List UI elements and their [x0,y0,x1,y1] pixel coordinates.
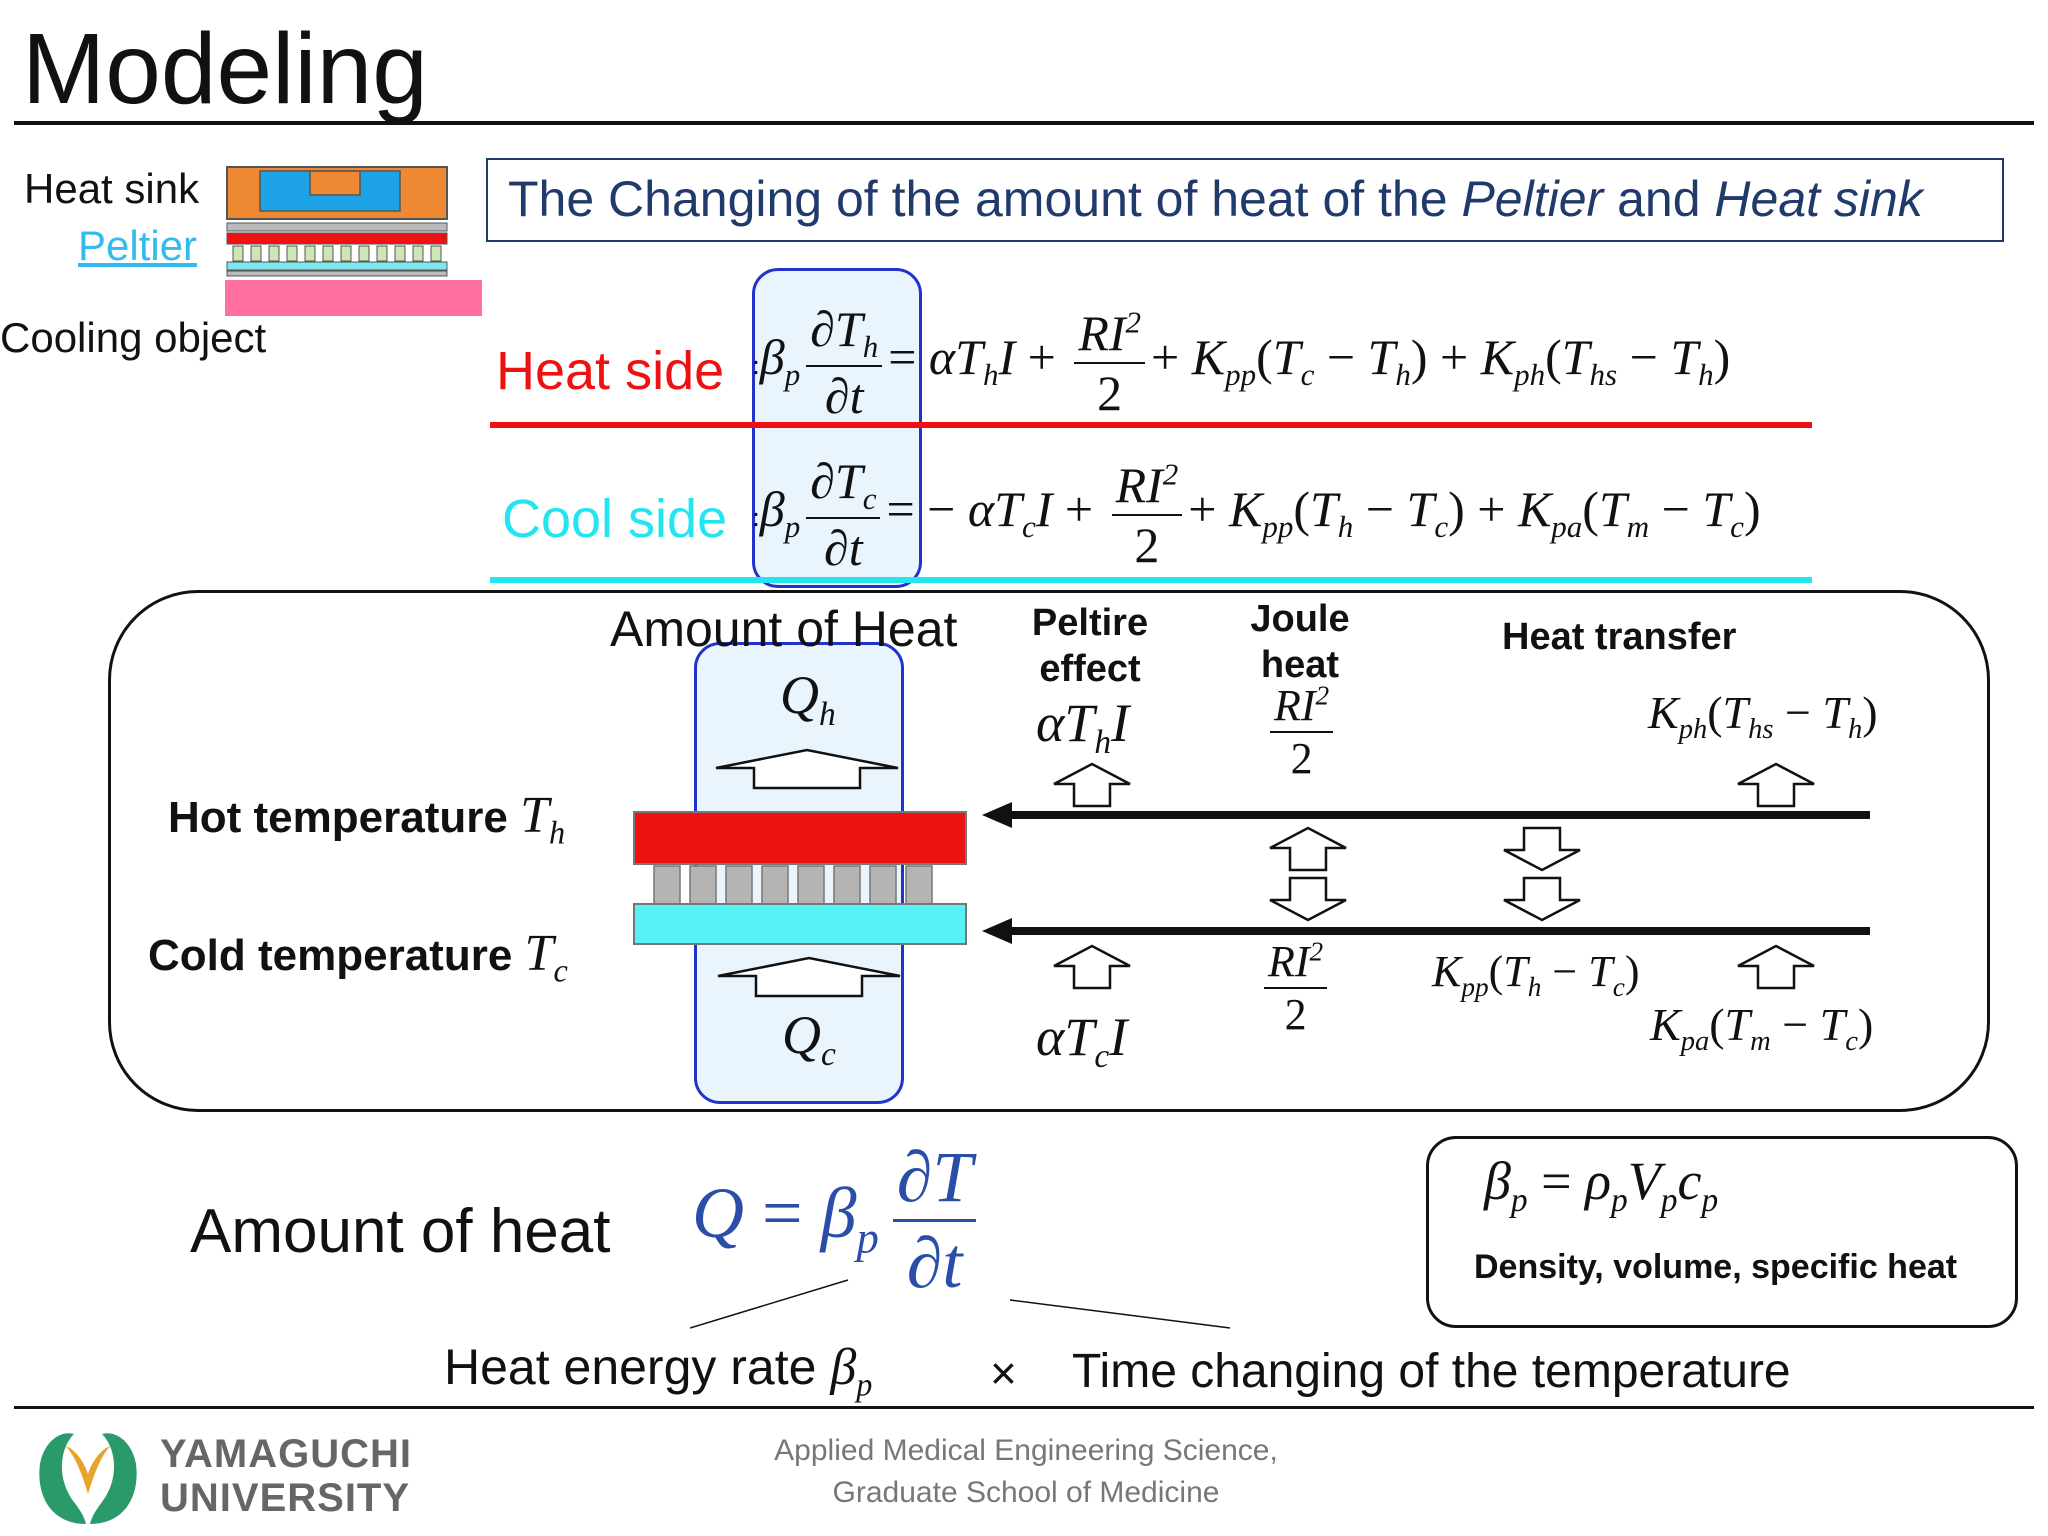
amount-of-heat-label: Amount of heat [190,1197,611,1266]
department-line2: Graduate School of Medicine [832,1476,1220,1509]
conduction-term: Kpp(Th − Tc) [1432,947,1640,1002]
formula-pointer-lines [690,1279,1231,1329]
legend-cooling-object-label: Cooling object [0,314,267,361]
heat-side-label: Heat side [496,341,725,401]
joule-heat-heading: Joule heat [1250,598,1350,686]
qh-symbol: Qh [780,665,836,733]
joule-cold-term: RI2 2 [1258,936,1333,1040]
heat-energy-rate-label: Heat energy rate βp [444,1339,873,1403]
cool-side-underline [490,577,1812,583]
banner-heat-sink: Heat sink [1714,171,1923,227]
heat-balance-diagram [108,590,1990,1112]
heat-transfer-hs-term: Kph(Ths − Th) [1648,687,1878,746]
density-volume-specific-heat-note: Density, volume, specific heat [1474,1248,1958,1286]
university-name-line2: UNIVERSITY [160,1476,411,1520]
heat-transfer-cold-up-arrow [1737,944,1815,990]
hot-temperature-label: Hot temperature Th [168,787,566,851]
beta-definition-box [1426,1136,2018,1328]
cold-temperature-label: Cold temperature Tc [148,925,568,989]
university-name-line1: YAMAGUCHI [160,1432,412,1476]
legend-peltier-label[interactable]: Peltier [78,222,198,269]
topic-banner [486,158,2004,242]
heat-side-underline [490,422,1812,428]
peltier-cold-up-arrow [1053,944,1131,990]
topic-banner-text: The Changing of the amount of heat of th… [508,170,1923,228]
peltier-effect-heading: Peltire effect [1031,602,1149,690]
legend-heat-sink-label: Heat sink [24,165,200,212]
qc-symbol: Qc [782,1005,836,1073]
heat-side-equation: :βp ∂Th ∂t = αThI + RI2 2 + Kpp(Tc − Th) + Kp… [752,301,1731,424]
time-changing-label: Time changing of the temperature [1072,1345,1791,1398]
peltier-module [633,811,967,945]
peltier-stack-illustration [225,166,482,316]
conduction-down-arrow-1 [1503,826,1581,872]
yamaguchi-university-logo [39,1433,137,1524]
peltier-hot-up-arrow [1053,762,1131,808]
heat-transfer-heading: Heat transfer [1502,616,1737,658]
lhs-highlight-box [752,268,922,588]
heat-transfer-hot-up-arrow [1737,762,1815,808]
joule-down-arrow [1269,876,1347,922]
amount-of-heat-formula: Q = βp ∂T ∂t [692,1136,982,1305]
page-title: Modeling [22,13,428,125]
qh-up-arrow [715,748,899,790]
cool-side-equation: :βp ∂Tc ∂t = − αTcI + RI2 2 + Kpp(Th − Tc) + … [752,453,1761,576]
hot-side-flow-line [982,802,1870,828]
qc-up-arrow [717,956,901,998]
heat-transfer-ambient-term: Kpa(Tm − Tc) [1650,999,1874,1058]
conduction-down-arrow-2 [1503,876,1581,922]
multiply-sign: × [990,1347,1017,1399]
beta-definition-formula: βp = ρpVpcp [1484,1151,1719,1219]
cool-side-label: Cool side [502,489,728,549]
title-divider [14,121,2034,125]
footer-divider [14,1406,2034,1409]
cold-side-flow-line [982,918,1870,944]
banner-peltier: Peltier [1461,171,1604,227]
peltier-cold-term: αTcI [1036,1007,1128,1075]
banner-text-part1: The Changing of the amount of heat of th… [508,171,1462,227]
amount-of-heat-heading: Amount of Heat [610,601,958,657]
banner-text-part2: and [1603,171,1715,227]
department-line1: Applied Medical Engineering Science, [774,1434,1278,1467]
joule-hot-term: RI2 2 [1264,680,1339,784]
peltier-hot-term: αThI [1036,693,1130,761]
joule-up-arrow [1269,826,1347,872]
